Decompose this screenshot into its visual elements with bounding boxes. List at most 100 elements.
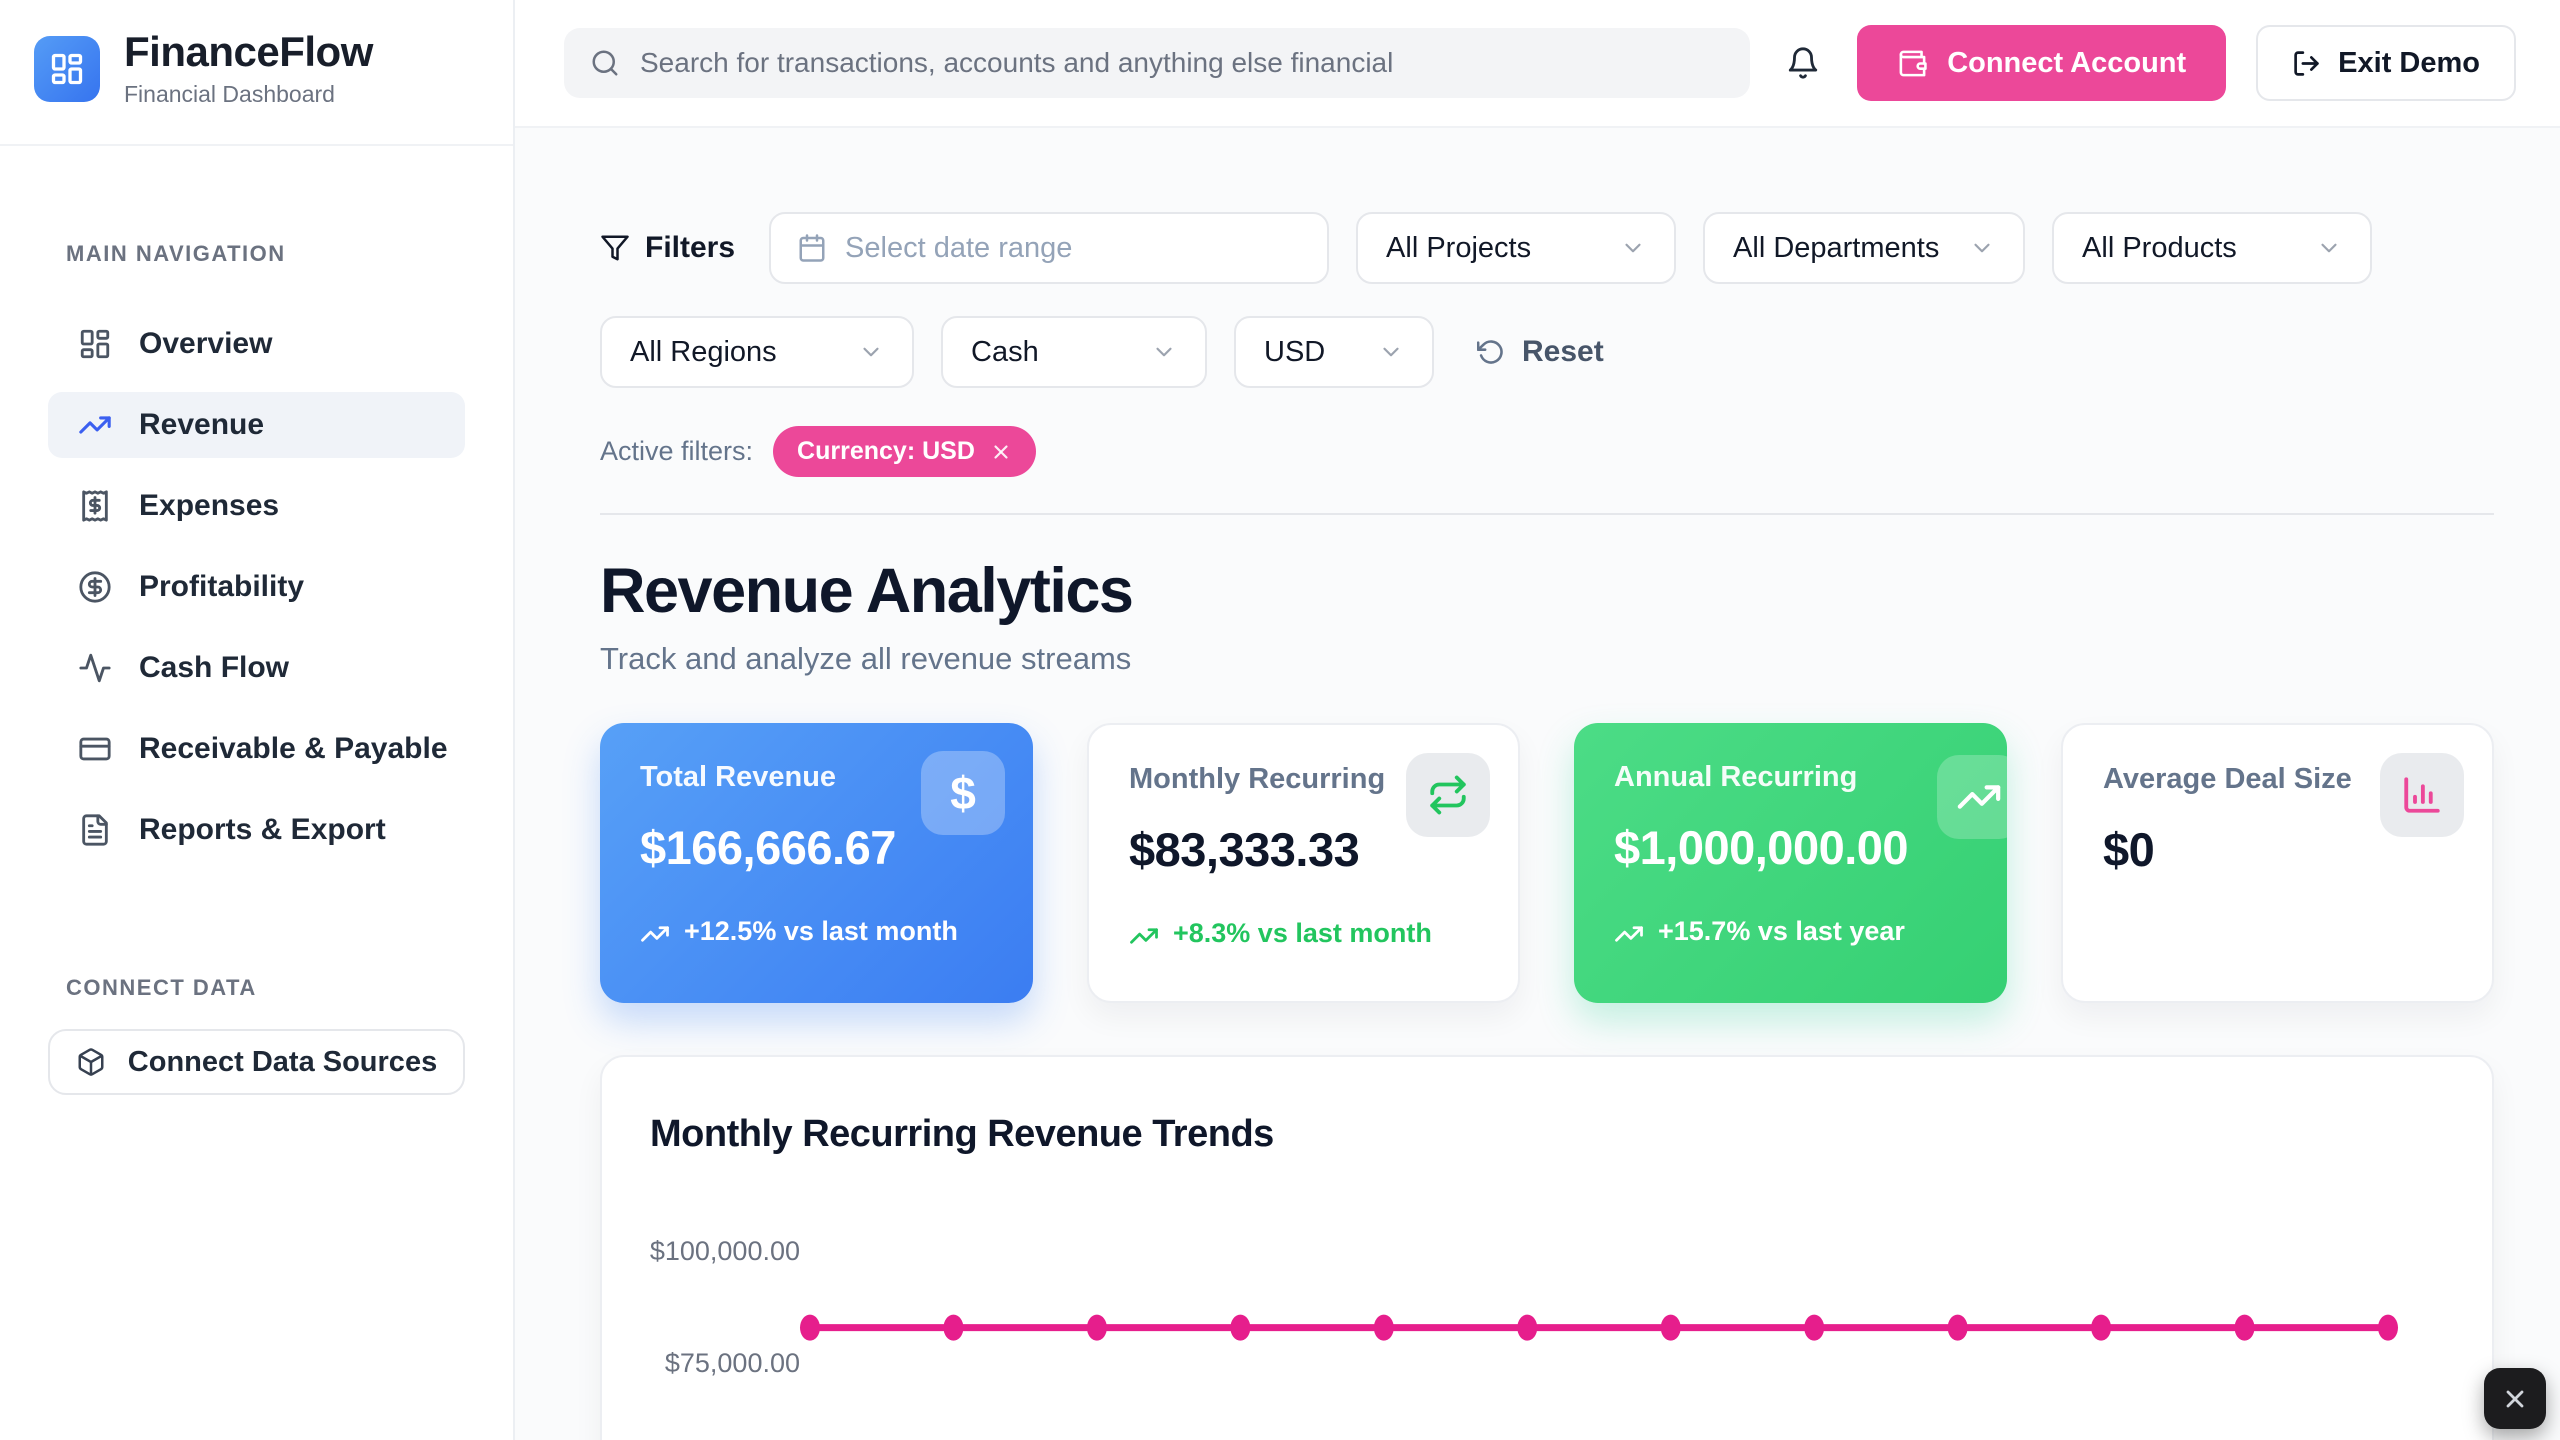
layout-dashboard-icon <box>78 327 112 361</box>
metric-value: $0 <box>2103 823 2155 876</box>
top-bar: Connect Account Exit Demo <box>515 0 2560 128</box>
app-title: FinanceFlow <box>124 28 373 75</box>
repeat-icon <box>1427 774 1469 816</box>
active-filter-chip-currency[interactable]: Currency: USD <box>773 426 1036 477</box>
dollar-circle-icon <box>78 570 112 604</box>
filter-dropdown-currency[interactable]: USD <box>1234 316 1434 388</box>
sidebar-item-profitability[interactable]: Profitability <box>48 554 465 620</box>
trending-up-icon <box>1614 919 1644 949</box>
trending-up-icon <box>640 919 670 949</box>
remove-filter-x-icon[interactable] <box>990 441 1012 463</box>
line-chart-point[interactable] <box>1804 1314 1825 1341</box>
sidebar-item-revenue[interactable]: Revenue <box>48 392 465 459</box>
line-chart-point[interactable] <box>1660 1314 1681 1341</box>
activity-icon <box>78 651 112 685</box>
y-axis-tick-label: $100,000.00 <box>649 1236 800 1266</box>
dropdown-value: All Products <box>2082 231 2237 264</box>
filter-dropdown-products[interactable]: All Products <box>2052 212 2373 284</box>
sidebar-item-expenses[interactable]: Expenses <box>48 473 465 539</box>
sidebar-item-reports-export[interactable]: Reports & Export <box>48 797 465 863</box>
exit-demo-label: Exit Demo <box>2338 46 2480 79</box>
sidebar-item-label: Profitability <box>139 570 305 604</box>
line-chart-point[interactable] <box>2234 1314 2255 1341</box>
exit-demo-button[interactable]: Exit Demo <box>2256 25 2516 101</box>
y-axis-tick-label: $75,000.00 <box>664 1348 800 1378</box>
filter-dropdown-projects[interactable]: All Projects <box>1356 212 1677 284</box>
close-overlay-button[interactable] <box>2484 1368 2546 1429</box>
credit-card-icon <box>78 732 112 766</box>
metric-change: +12.5% vs last month <box>684 916 958 946</box>
notifications-button[interactable] <box>1786 46 1820 80</box>
main-navigation: Overview Revenue Expenses Profitability … <box>48 311 465 863</box>
filters-label: Filters <box>645 231 736 264</box>
box-icon <box>76 1047 106 1077</box>
filter-dropdown-cash-basis[interactable]: Cash <box>941 316 1207 388</box>
mrr-trends-chart-card: Monthly Recurring Revenue Trends $100,00… <box>600 1055 2494 1440</box>
line-chart-point[interactable] <box>1373 1314 1394 1341</box>
receipt-icon <box>78 489 112 523</box>
nav-section-label: MAIN NAVIGATION <box>66 241 286 267</box>
mrr-chart-plot: $100,000.00$75,000.00$50,000.00 <box>602 1057 2492 1440</box>
filter-funnel-icon <box>600 233 630 263</box>
line-chart-point[interactable] <box>800 1314 820 1341</box>
reset-filters-button[interactable]: Reset <box>1477 335 1604 369</box>
chevron-down-icon <box>2316 235 2342 261</box>
search-icon <box>590 48 620 78</box>
wallet-icon <box>1897 48 1928 79</box>
filter-dropdown-departments[interactable]: All Departments <box>1703 212 2026 284</box>
bar-chart-icon-box <box>2380 753 2464 837</box>
metric-cards: Total Revenue $166,666.67 +12.5% vs last… <box>600 723 2494 1003</box>
file-text-icon <box>78 813 112 847</box>
line-chart-point[interactable] <box>1517 1314 1538 1341</box>
line-chart-point[interactable] <box>2378 1314 2398 1341</box>
metric-card-annual-recurring: Annual Recurring $1,000,000.00 +15.7% vs… <box>1574 723 2007 1003</box>
sidebar-item-cash-flow[interactable]: Cash Flow <box>48 635 465 701</box>
metric-label: Annual Recurring <box>1614 761 1858 793</box>
line-chart-point[interactable] <box>2091 1314 2112 1341</box>
sidebar-item-overview[interactable]: Overview <box>48 311 465 377</box>
dropdown-value: Cash <box>971 335 1039 368</box>
metric-card-monthly-recurring: Monthly Recurring $83,333.33 +8.3% vs la… <box>1087 723 1520 1003</box>
metric-value: $1,000,000.00 <box>1614 821 1909 874</box>
date-range-input[interactable]: Select date range <box>769 212 1330 284</box>
search-input[interactable] <box>640 47 1724 79</box>
section-divider <box>600 513 2494 515</box>
connect-account-button[interactable]: Connect Account <box>1857 25 2227 101</box>
sidebar-item-receivable-payable[interactable]: Receivable & Payable <box>48 716 465 782</box>
filter-dropdown-regions[interactable]: All Regions <box>600 316 914 388</box>
reset-label: Reset <box>1522 335 1604 368</box>
dropdown-value: USD <box>1264 335 1326 368</box>
chevron-down-icon <box>1620 235 1646 261</box>
chart-title: Monthly Recurring Revenue Trends <box>650 1113 1274 1155</box>
chevron-down-icon <box>1151 339 1177 365</box>
metric-change: +8.3% vs last month <box>1173 918 1432 948</box>
connect-data-sources-label: Connect Data Sources <box>127 1045 438 1078</box>
filters-row-2: All Regions Cash USD Reset <box>600 316 2494 388</box>
date-range-placeholder: Select date range <box>845 231 1073 264</box>
rotate-ccw-icon <box>1477 338 1505 366</box>
connect-data-sources-button[interactable]: Connect Data Sources <box>48 1029 465 1096</box>
sidebar-item-label: Expenses <box>139 489 280 523</box>
sidebar-item-label: Overview <box>139 327 273 361</box>
app-logo-icon <box>34 36 100 103</box>
dollar-icon: $ <box>921 751 1005 835</box>
metric-card-total-revenue: Total Revenue $166,666.67 +12.5% vs last… <box>600 723 1033 1003</box>
line-chart-point[interactable] <box>1086 1314 1107 1341</box>
active-filters-label: Active filters: <box>600 436 754 466</box>
repeat-icon-box <box>1406 753 1490 837</box>
chevron-down-icon <box>1378 339 1404 365</box>
search-bar <box>564 28 1750 98</box>
line-chart-point[interactable] <box>1230 1314 1251 1341</box>
connect-section-label: CONNECT DATA <box>66 975 257 1001</box>
brand: FinanceFlow Financial Dashboard <box>0 0 513 147</box>
chip-label: Currency: USD <box>797 437 975 465</box>
filters-row-1: Filters Select date range All Projects A… <box>600 212 2494 284</box>
page-subtitle: Track and analyze all revenue streams <box>600 641 1132 676</box>
line-chart-point[interactable] <box>943 1314 964 1341</box>
line-chart-point[interactable] <box>1947 1314 1968 1341</box>
chevron-down-icon <box>1969 235 1995 261</box>
metric-value: $166,666.67 <box>640 821 896 874</box>
trending-up-icon-box <box>1937 755 2007 839</box>
dropdown-value: All Projects <box>1386 231 1532 264</box>
page-title: Revenue Analytics <box>600 556 1134 626</box>
